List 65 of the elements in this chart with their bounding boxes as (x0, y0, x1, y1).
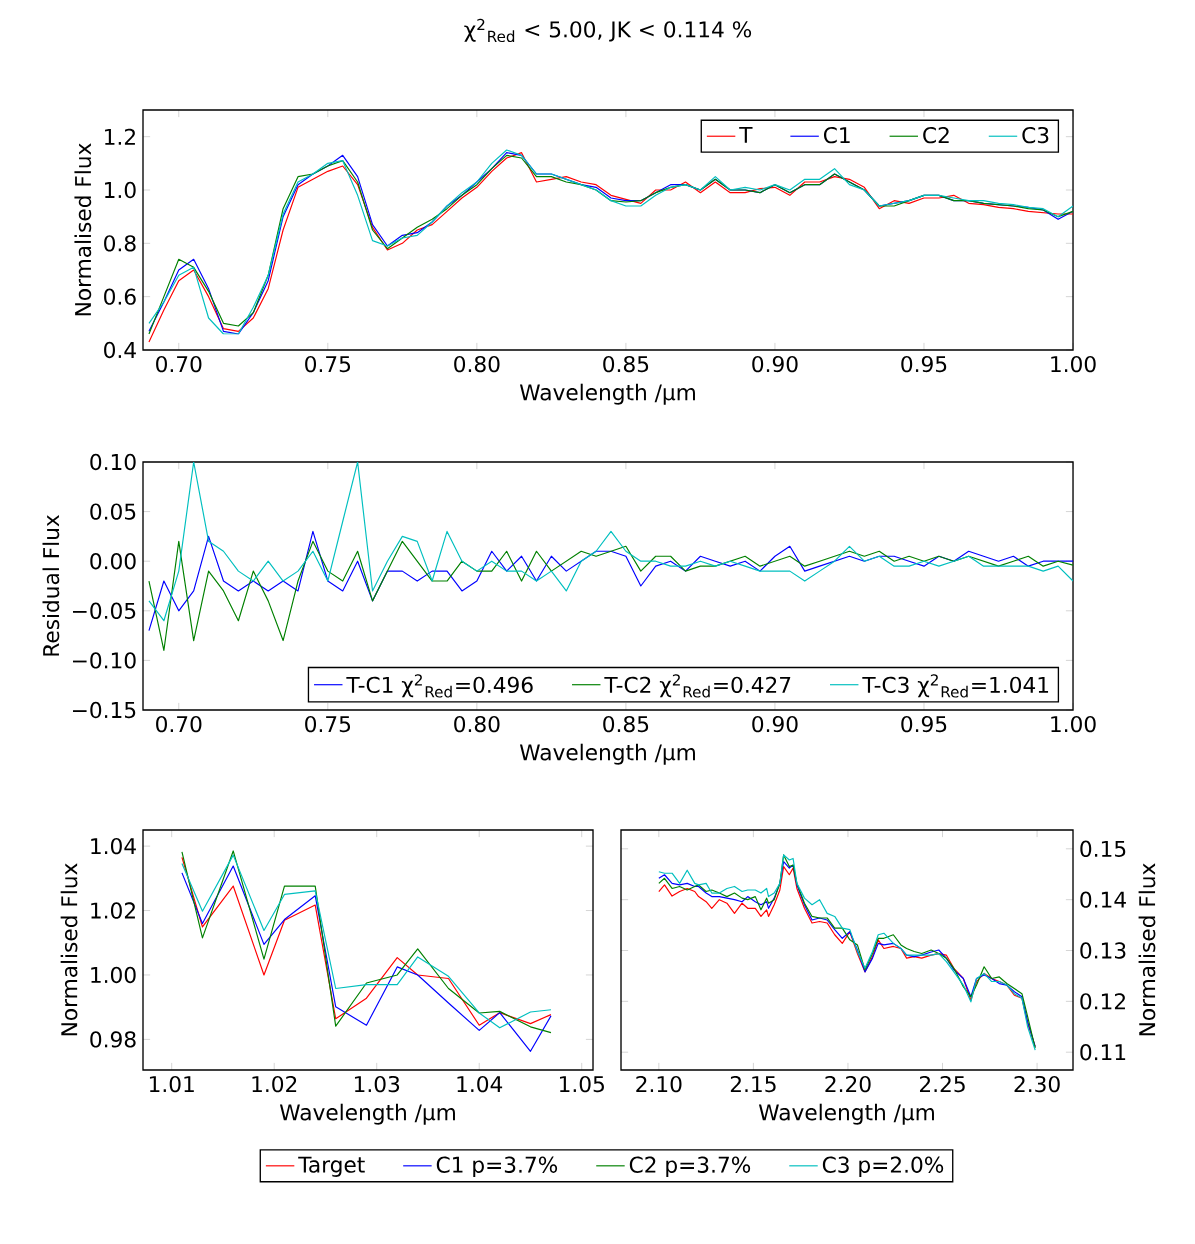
legend-label: C3 (1022, 126, 1049, 144)
x-tick-label: 0.80 (454, 715, 500, 733)
x-tick-label: 2.30 (1014, 1075, 1060, 1093)
x-tick-label: 0.90 (752, 355, 798, 373)
y-tick-label: −0.10 (73, 652, 136, 669)
x-tick-label: 0.70 (156, 715, 202, 733)
y-axis-title: Normalised Flux (60, 863, 78, 1036)
x-axis-title: Wavelength /μm (519, 743, 695, 765)
x-tick-label: 1.00 (1051, 715, 1096, 733)
x-tick-label: 0.70 (156, 355, 202, 373)
x-tick-label: 1.00 (1051, 355, 1096, 373)
y-tick-label: −0.15 (73, 701, 136, 719)
x-tick-label: 1.01 (149, 1075, 194, 1093)
x-tick-label: 0.75 (305, 355, 351, 373)
x-tick-label: 0.95 (901, 715, 947, 733)
y-tick-label: 0.12 (1080, 993, 1125, 1010)
y-tick-label: 1.02 (91, 902, 135, 919)
x-tick-label: 1.02 (252, 1075, 297, 1093)
y-tick-label: 0.98 (90, 1031, 136, 1048)
chart-title: χ$^{2}$$_{Red}$ < 5.00, JK < 0.114 % (464, 18, 752, 43)
y-axis-title: Normalised Flux (1138, 863, 1156, 1036)
legend-label: T-C2 χ$^{2}$$_{Red}$=0.427 (604, 674, 791, 698)
x-tick-label: 2.15 (730, 1075, 776, 1093)
x-tick-label: 0.95 (901, 355, 947, 373)
y-tick-label: 0.00 (90, 553, 136, 570)
x-tick-label: 1.05 (559, 1075, 604, 1093)
y-tick-label: 0.8 (104, 235, 136, 252)
x-tick-label: 2.20 (825, 1075, 871, 1093)
x-tick-label: 0.80 (454, 355, 500, 373)
x-axis-title: Wavelength /μm (519, 383, 695, 405)
line-series (181, 865, 552, 1052)
legend-label: C1 p=3.7% (436, 1156, 558, 1178)
y-axis-title: Normalised Flux (74, 143, 92, 316)
legend-label: T-C3 χ$^{2}$$_{Red}$=1.041 (862, 674, 1049, 698)
x-tick-label: 0.85 (603, 355, 649, 373)
x-axis-title: Wavelength /μm (758, 1103, 934, 1125)
y-tick-label: 1.0 (105, 181, 136, 199)
x-tick-label: 2.25 (919, 1075, 965, 1093)
y-tick-label: 0.6 (104, 288, 136, 305)
y-axis-title: Residual Flux (42, 515, 60, 656)
y-tick-label: 1.2 (105, 128, 135, 145)
y-tick-label: 0.10 (90, 453, 136, 471)
y-tick-label: 0.15 (1080, 840, 1126, 858)
legend-label: C2 p=3.7% (629, 1156, 751, 1178)
y-tick-label: 0.14 (1080, 891, 1126, 908)
x-tick-label: 0.85 (603, 715, 649, 733)
legend-label: C1 (823, 126, 850, 144)
y-tick-label: 0.05 (90, 503, 136, 520)
y-tick-label: 0.13 (1080, 942, 1126, 959)
legend-label: T (739, 127, 753, 143)
legend-label: C3 p=2.0% (822, 1156, 944, 1178)
x-axis-title: Wavelength /μm (279, 1103, 455, 1125)
y-tick-label: 1.04 (91, 837, 136, 855)
legend-label: T-C1 χ$^{2}$$_{Red}$=0.496 (346, 674, 533, 698)
legend-label: Target (298, 1156, 365, 1177)
legend-label: C2 (923, 126, 949, 144)
y-tick-label: 0.11 (1080, 1044, 1126, 1061)
y-tick-label: −0.05 (73, 602, 136, 619)
x-tick-label: 1.04 (457, 1075, 503, 1093)
x-tick-label: 2.10 (636, 1075, 682, 1093)
y-tick-label: 0.4 (104, 341, 136, 359)
y-tick-label: 1.00 (91, 966, 136, 984)
x-tick-label: 0.75 (305, 715, 351, 733)
x-tick-label: 0.90 (752, 715, 798, 733)
x-tick-label: 1.03 (354, 1075, 400, 1093)
